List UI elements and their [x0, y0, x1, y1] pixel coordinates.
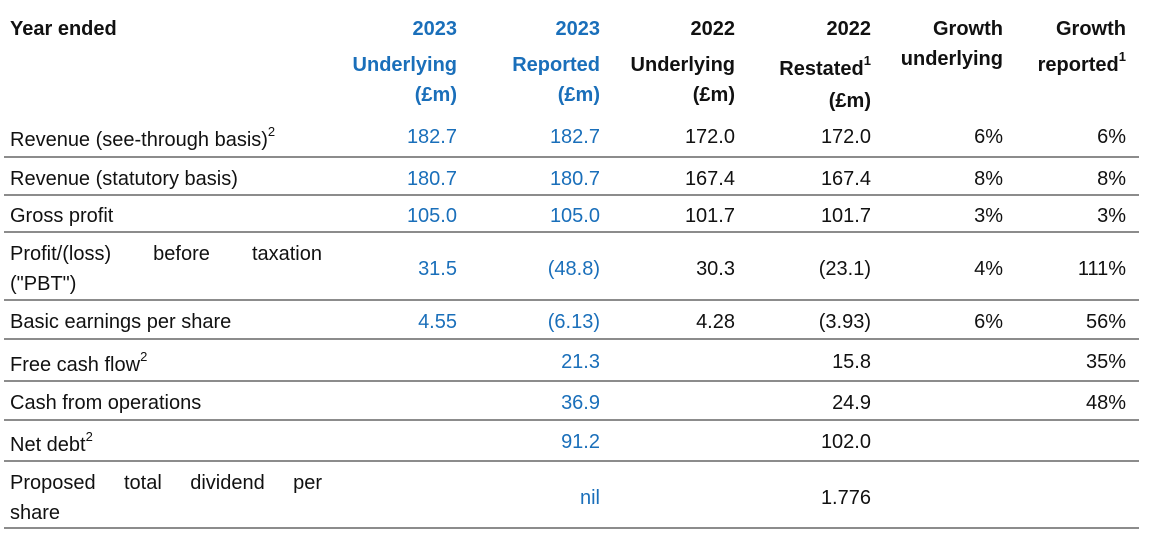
row-label: Gross profit: [10, 205, 114, 227]
row-label: Net debt2: [10, 429, 93, 456]
row-divider: [4, 156, 1139, 158]
cell-2022-restated: 102.0: [820, 431, 871, 453]
header-2023-underlying-unit: (£m): [414, 84, 457, 106]
row-label: Revenue (see-through basis)2: [10, 124, 276, 151]
row-divider: [4, 231, 1139, 233]
row-label: Proposed total dividend per share: [10, 472, 322, 524]
cell-2023-underlying: 180.7: [406, 168, 457, 190]
cell-growth-underlying: 3%: [974, 205, 1003, 227]
header-growth-underlying-2: underlying: [900, 48, 1003, 70]
cell-2022-underlying: 101.7: [684, 205, 735, 227]
header-2023-underlying-label: Underlying: [352, 54, 457, 76]
cell-2023-reported: 36.9: [561, 392, 600, 414]
row-divider: [4, 338, 1139, 340]
cell-2023-reported: 21.3: [561, 351, 600, 373]
cell-growth-underlying: 4%: [974, 258, 1003, 280]
cell-2022-underlying: 4.28: [696, 311, 735, 333]
header-2023-reported-label: Reported: [512, 54, 600, 76]
row-divider: [4, 299, 1139, 301]
cell-growth-reported: 56%: [1085, 311, 1126, 333]
footnote-marker: 2: [267, 124, 276, 140]
header-2022-underlying-unit: (£m): [692, 84, 735, 106]
header-growth-reported-2: reported1: [1037, 49, 1126, 76]
cell-2022-restated: (23.1): [818, 258, 871, 280]
header-2022-underlying-year: 2022: [690, 18, 736, 40]
cell-2022-restated: 101.7: [820, 205, 871, 227]
cell-2022-underlying: 167.4: [684, 168, 735, 190]
cell-2023-reported: 91.2: [561, 431, 600, 453]
footnote-marker: 1: [1118, 49, 1126, 65]
row-label: Cash from operations: [10, 392, 202, 414]
header-2023-reported-unit: (£m): [557, 84, 600, 106]
cell-2022-underlying: 30.3: [696, 258, 735, 280]
cell-2023-reported: 180.7: [549, 168, 600, 190]
cell-growth-reported: 35%: [1085, 351, 1126, 373]
cell-2023-reported: (6.13): [547, 311, 600, 333]
cell-growth-underlying: 8%: [974, 168, 1003, 190]
cell-2023-underlying: 105.0: [406, 205, 457, 227]
cell-2023-underlying: 4.55: [418, 311, 457, 333]
cell-2023-reported: 182.7: [549, 126, 600, 148]
header-2023-underlying-year: 2023: [412, 18, 458, 40]
header-2022-restated-year: 2022: [826, 18, 872, 40]
header-growth-underlying-1: Growth: [933, 18, 1003, 40]
row-label: Profit/(loss) before taxation ("PBT"): [10, 243, 322, 295]
cell-2023-underlying: 31.5: [418, 258, 457, 280]
cell-growth-reported: 3%: [1097, 205, 1126, 227]
cell-growth-underlying: 6%: [974, 126, 1003, 148]
cell-2023-reported: 105.0: [549, 205, 600, 227]
row-label: Revenue (statutory basis): [10, 168, 238, 190]
header-year-ended: Year ended: [10, 18, 117, 40]
footnote-marker: 1: [863, 53, 871, 69]
row-divider: [4, 460, 1139, 462]
cell-2022-restated: (3.93): [818, 311, 871, 333]
footnote-marker: 2: [85, 429, 93, 445]
cell-2023-underlying: 182.7: [406, 126, 457, 148]
cell-growth-underlying: 6%: [974, 311, 1003, 333]
header-2022-underlying-label: Underlying: [630, 54, 735, 76]
row-divider: [4, 194, 1139, 196]
cell-2023-reported: nil: [579, 487, 600, 509]
header-2022-restated-label: Restated1: [779, 53, 871, 80]
cell-2022-underlying: 172.0: [684, 126, 735, 148]
cell-growth-reported: 6%: [1097, 126, 1126, 148]
row-label: Free cash flow2: [10, 349, 148, 376]
row-divider: [4, 527, 1139, 529]
cell-2022-restated: 1.776: [820, 487, 871, 509]
cell-2022-restated: 172.0: [820, 126, 871, 148]
header-2023-reported-year: 2023: [555, 18, 601, 40]
row-label: Basic earnings per share: [10, 311, 232, 333]
footnote-marker: 2: [140, 349, 148, 365]
cell-growth-reported: 48%: [1085, 392, 1126, 414]
cell-2022-restated: 167.4: [820, 168, 871, 190]
cell-growth-reported: 111%: [1077, 258, 1126, 280]
row-divider: [4, 380, 1139, 382]
cell-2023-reported: (48.8): [547, 258, 600, 280]
header-growth-reported-1: Growth: [1056, 18, 1126, 40]
header-2022-restated-unit: (£m): [828, 90, 871, 112]
row-divider: [4, 419, 1139, 421]
cell-2022-restated: 15.8: [832, 351, 871, 373]
cell-growth-reported: 8%: [1097, 168, 1126, 190]
cell-2022-restated: 24.9: [832, 392, 871, 414]
